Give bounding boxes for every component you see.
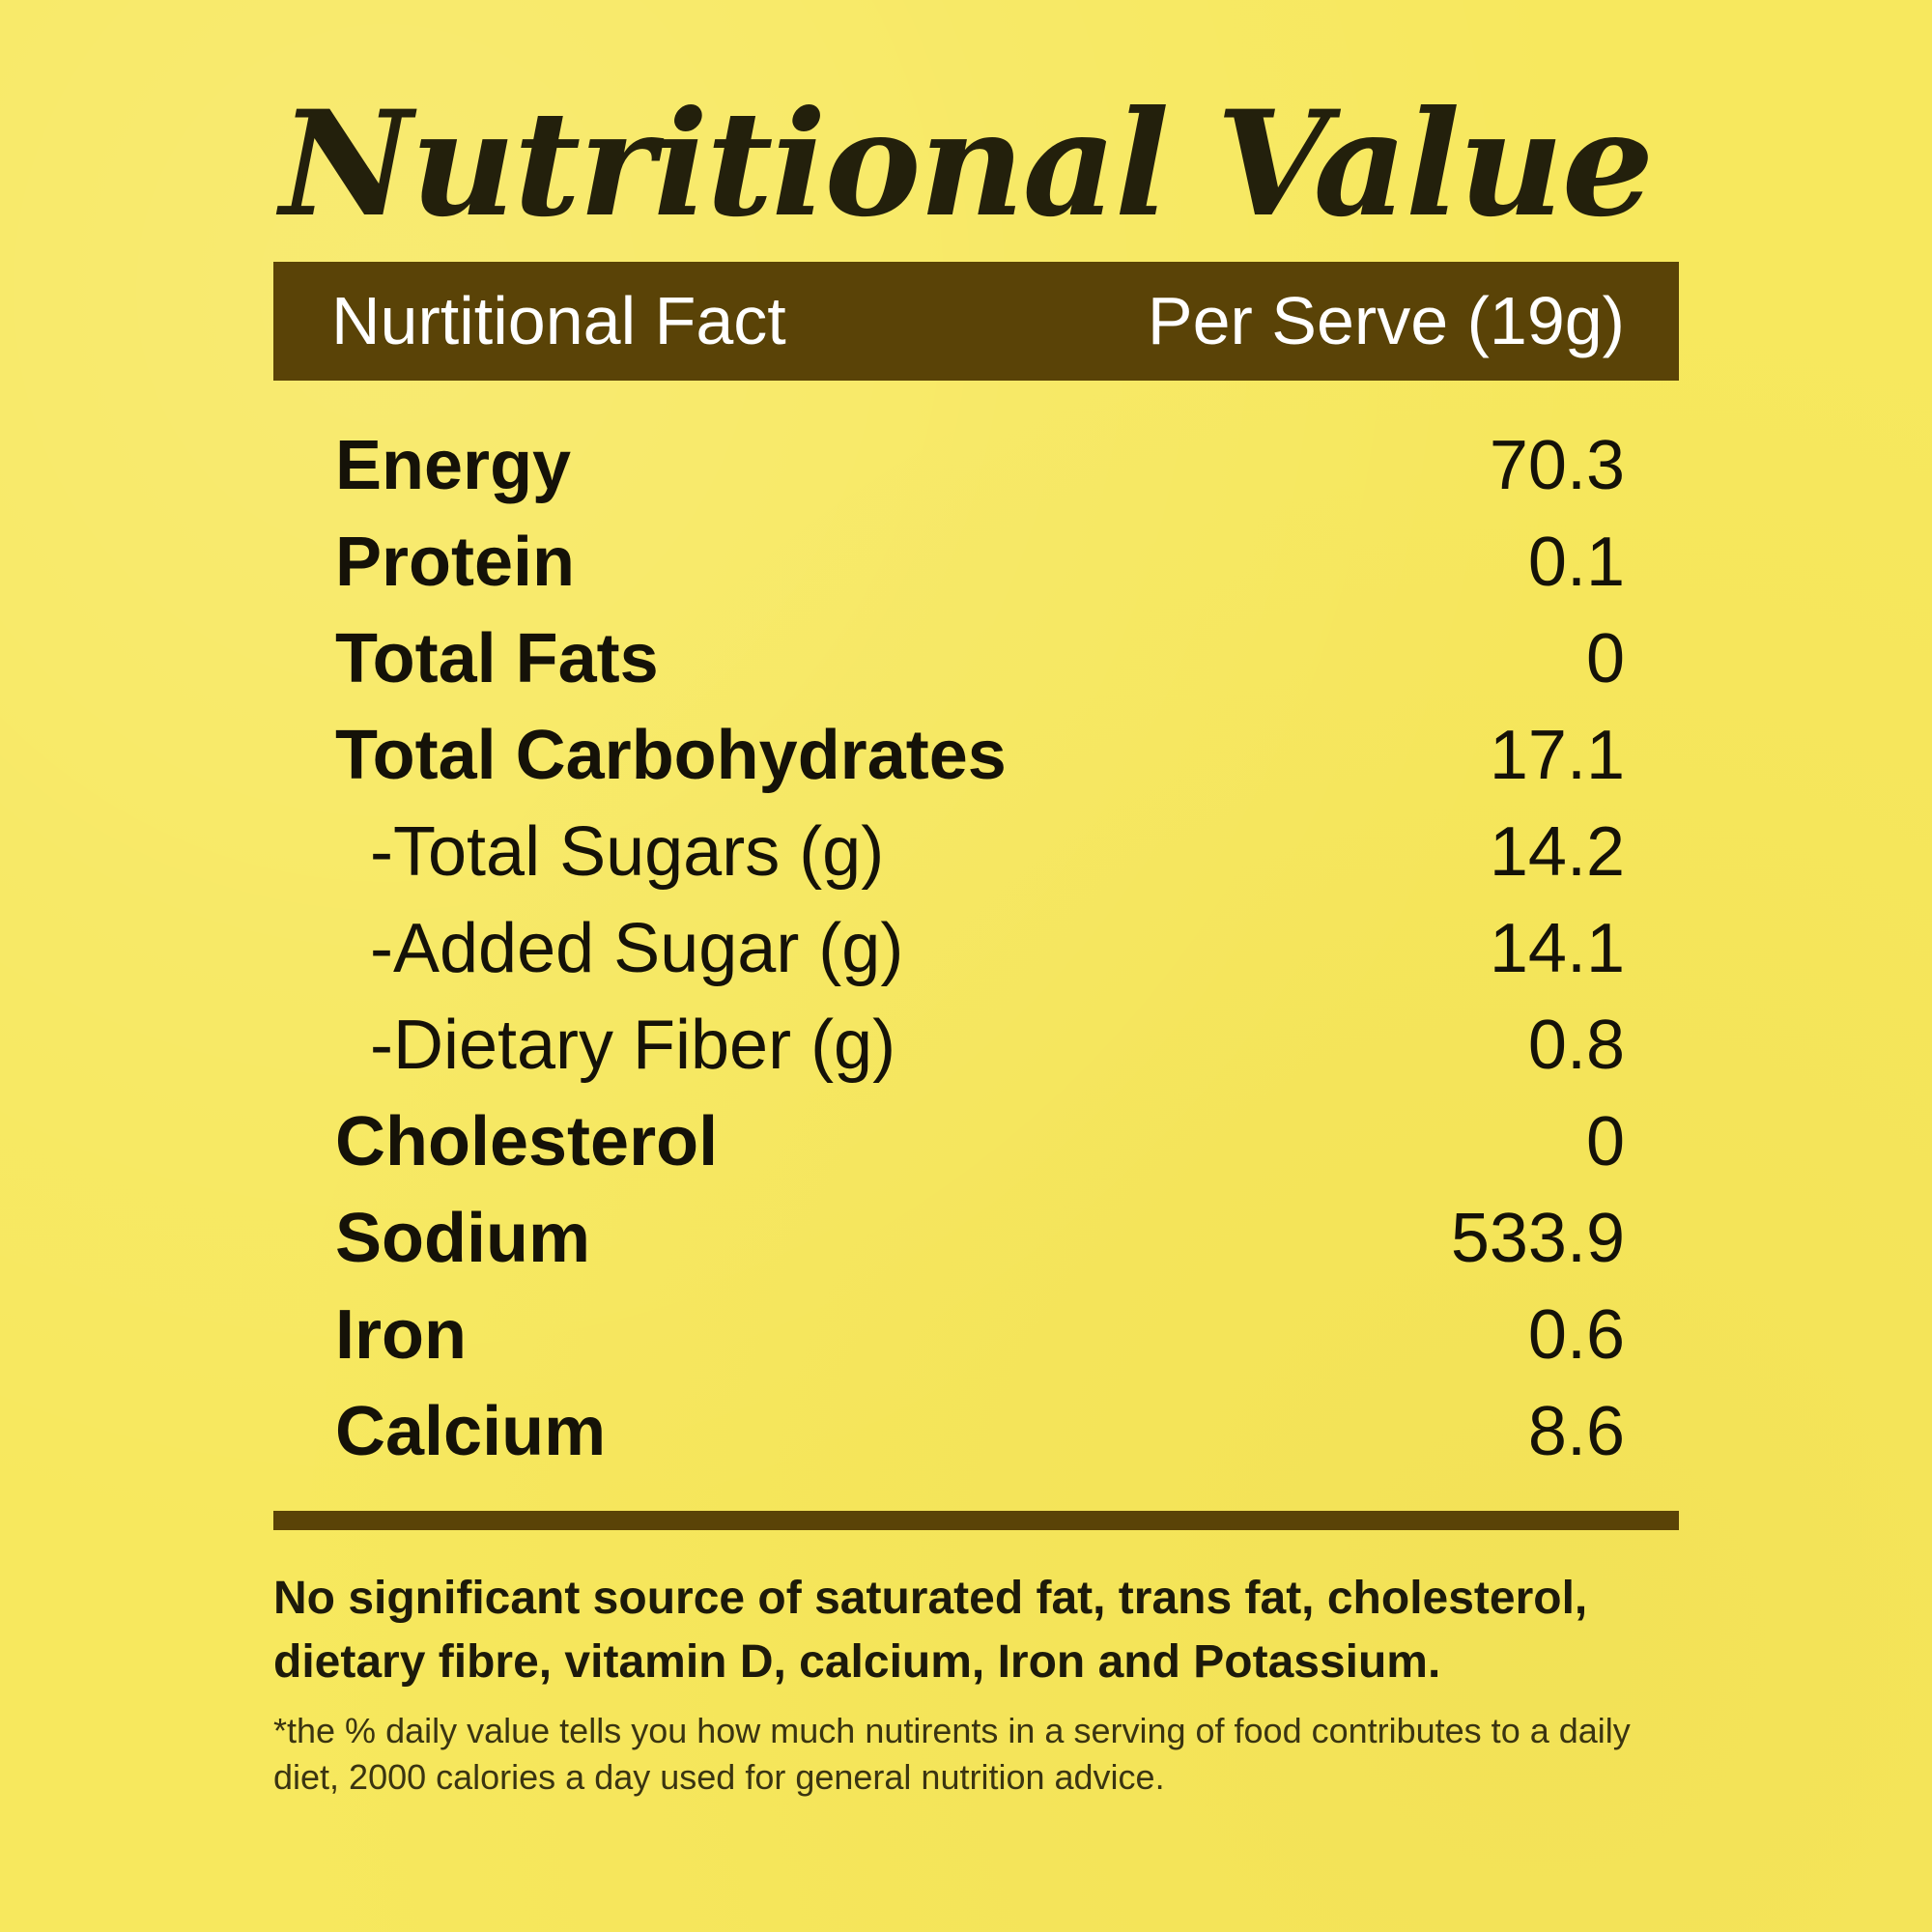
table-row: Energy 70.3: [335, 417, 1625, 514]
table-row: Protein 0.1: [335, 514, 1625, 611]
nutrient-label: Iron: [335, 1296, 467, 1374]
table-row: Total Fats 0: [335, 611, 1625, 707]
table-row: Total Carbohydrates 17.1: [335, 707, 1625, 804]
table-row: Iron 0.6: [335, 1287, 1625, 1383]
nutrient-value: 0.1: [1527, 524, 1625, 601]
nutrient-label: Cholesterol: [335, 1103, 719, 1180]
nutrient-value: 0: [1585, 620, 1625, 697]
table-header-bar: Nurtitional Fact Per Serve (19g): [273, 262, 1679, 381]
nutrient-value: 0: [1585, 1103, 1625, 1180]
nutrient-value: 14.1: [1489, 910, 1625, 987]
nutrient-label: Calcium: [335, 1393, 607, 1470]
nutrition-note: No significant source of saturated fat, …: [273, 1573, 1588, 1688]
nutrient-value: 8.6: [1527, 1393, 1625, 1470]
nutrient-label: Energy: [335, 427, 572, 504]
page-title: Nutritional Value: [279, 79, 1655, 249]
table-row: Calcium 8.6: [335, 1383, 1625, 1480]
nutrient-value: 0.6: [1527, 1296, 1625, 1374]
daily-value-footnote: *the % daily value tells you how much nu…: [273, 1711, 1631, 1797]
nutrition-table: Energy 70.3 Protein 0.1 Total Fats 0 Tot…: [335, 417, 1625, 1480]
table-row-sub: -Total Sugars (g) 14.2: [335, 804, 1625, 900]
nutrient-label: Sodium: [335, 1200, 590, 1277]
table-row-sub: -Dietary Fiber (g) 0.8: [335, 997, 1625, 1094]
nutrient-value: 17.1: [1489, 717, 1625, 794]
nutrient-label: -Dietary Fiber (g): [370, 1007, 896, 1084]
table-bottom-divider: [273, 1511, 1679, 1530]
nutrient-value: 533.9: [1450, 1200, 1625, 1277]
nutrient-label: Protein: [335, 524, 576, 601]
nutrient-value: 70.3: [1489, 427, 1625, 504]
table-row: Cholesterol 0: [335, 1094, 1625, 1190]
header-per-serve-label: Per Serve (19g): [1147, 283, 1625, 358]
table-row: Sodium 533.9: [335, 1190, 1625, 1287]
nutrient-label: -Total Sugars (g): [370, 813, 885, 891]
nutrient-label: Total Carbohydrates: [335, 717, 1007, 794]
table-row-sub: -Added Sugar (g) 14.1: [335, 900, 1625, 997]
nutrient-value: 0.8: [1527, 1007, 1625, 1084]
nutrient-label: -Added Sugar (g): [370, 910, 904, 987]
nutrient-label: Total Fats: [335, 620, 659, 697]
nutrient-value: 14.2: [1489, 813, 1625, 891]
header-nutritional-fact-label: Nurtitional Fact: [331, 283, 786, 358]
